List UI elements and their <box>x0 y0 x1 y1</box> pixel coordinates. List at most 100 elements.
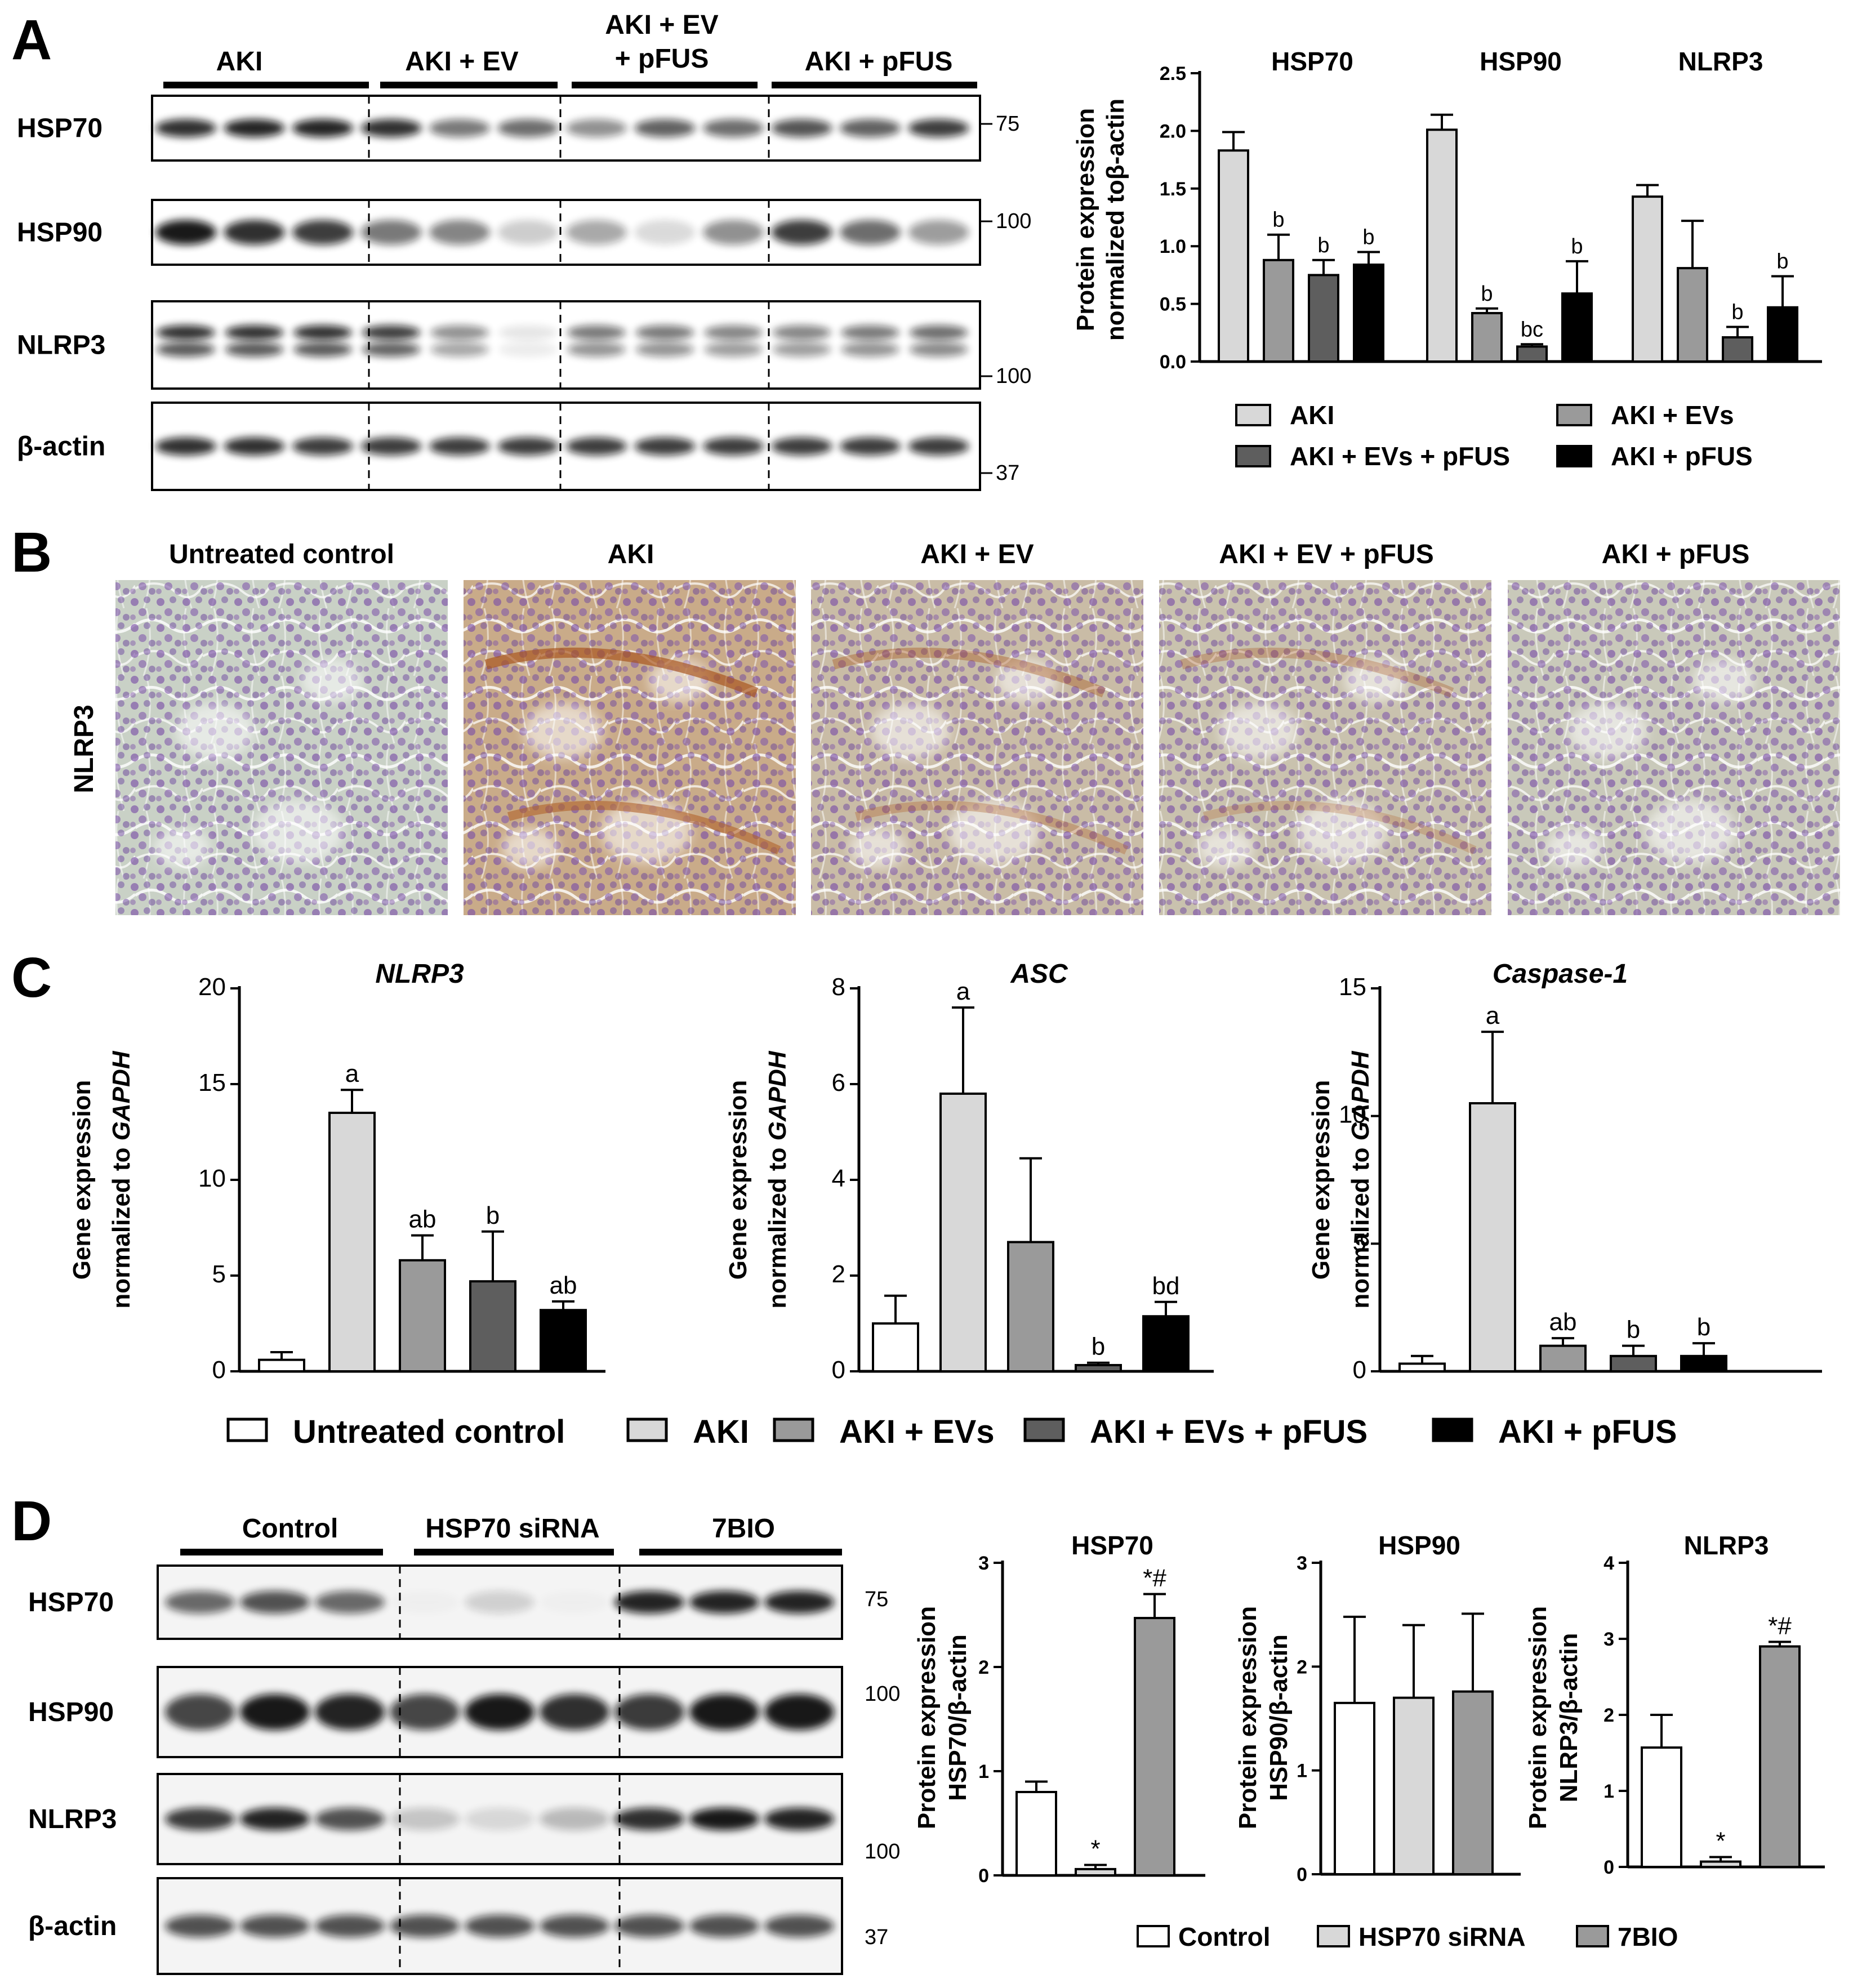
chart-c-caspase-1: 0 5 10 15 a ab b b Caspase-1 Gene expression norma… <box>1307 959 1822 1384</box>
blot-a-group-label: AKI <box>216 47 263 77</box>
blot-a-band <box>704 325 763 340</box>
chart-c-bar-aki-evs <box>1007 1241 1054 1372</box>
blot-d-row-label: NLRP3 <box>28 1804 117 1834</box>
chart-d-bar-7bio <box>1134 1617 1175 1877</box>
histology-nuclei <box>811 580 1143 915</box>
histology-lumen <box>502 828 558 868</box>
chart-c-bar-aki-pfus <box>1680 1354 1727 1373</box>
chart-a-bar-aki-nlrp3 <box>1632 195 1663 363</box>
blot-a-band <box>224 220 285 245</box>
legend-c-label: AKI + EVs <box>839 1414 995 1450</box>
chart-d-bar-control <box>1015 1791 1057 1876</box>
panel-d-legend: Control HSP70 siRNA 7BIO <box>1137 1922 1678 1951</box>
blot-d-group-bar <box>639 1549 842 1555</box>
blot-d-band <box>240 1694 310 1730</box>
blot-a-band <box>634 437 696 456</box>
chart-d-ylabel-line1: Protein expression <box>1234 1606 1262 1829</box>
blot-a-band <box>430 342 489 357</box>
blot-a-band <box>292 119 353 137</box>
blot-a-band <box>634 220 696 245</box>
chart-c-bar-aki-evs <box>399 1259 446 1373</box>
chart-c-tick-label: 0 <box>212 1356 226 1384</box>
legend-c-label: AKI + EVs + pFUS <box>1090 1414 1368 1450</box>
chart-c-tick-label: 15 <box>198 1069 226 1096</box>
histology-column-title: AKI + EV <box>920 540 1034 569</box>
histology-stained-tubule <box>832 647 1106 698</box>
blot-a-band <box>703 437 764 456</box>
blot-a-band <box>360 437 422 456</box>
histology-lumen <box>1297 800 1387 863</box>
chart-c-tick-label: 10 <box>1339 1101 1366 1129</box>
blot-a-group-label: + pFUS <box>615 44 709 74</box>
histology-lumen <box>154 828 210 868</box>
panel-c-letter: C <box>11 946 52 1009</box>
histology-lumen <box>871 703 950 759</box>
blot-d-band <box>764 1694 834 1730</box>
chart-c-tick-label: 0 <box>832 1356 845 1384</box>
blot-d-band <box>614 1694 684 1730</box>
histology-stained-tubule <box>854 801 1129 855</box>
chart-c-significance-label: a <box>345 1060 359 1087</box>
blot-a-mw-label: 100 <box>996 364 1031 388</box>
blot-d-band <box>315 1915 385 1937</box>
legend-d-label: HSP70 siRNA <box>1358 1922 1526 1951</box>
chart-a-legend-label: AKI + pFUS <box>1611 442 1753 471</box>
blot-d-band <box>465 1591 534 1613</box>
chart-a-legend-label: AKI + EVs + pFUS <box>1290 442 1510 471</box>
chart-d-significance-label: *# <box>1143 1564 1166 1592</box>
blot-a-band <box>360 119 422 137</box>
legend-c-swatch <box>1023 1418 1065 1442</box>
histology-lumen <box>300 659 363 702</box>
chart-c-ylabel-prefix: normalized to <box>108 1140 135 1308</box>
chart-c-bar-untreated-control <box>1398 1362 1446 1372</box>
blot-a-band <box>155 119 216 137</box>
blot-a-band <box>224 437 285 456</box>
chart-a-bar-aki-evs-pfus-hsp70 <box>1308 274 1339 363</box>
legend-c-swatch <box>626 1418 668 1442</box>
chart-d-bar-hsp70-sirna <box>1393 1696 1435 1875</box>
histology-nuclei <box>464 580 796 915</box>
chart-c-significance-label: b <box>486 1202 500 1229</box>
chart-d-tick-label: 1 <box>978 1761 989 1782</box>
chart-c-bar-aki-evs-pfus <box>1610 1354 1657 1373</box>
blot-a-row-label: NLRP3 <box>17 331 105 360</box>
blot-a-band <box>362 342 421 357</box>
panel-a-letter: A <box>11 8 52 72</box>
blot-d-mw-label: 37 <box>865 1925 888 1949</box>
chart-c-tick-label: 6 <box>832 1069 845 1096</box>
blot-a-band <box>634 119 696 137</box>
blot-d-band <box>540 1915 609 1937</box>
western-blot-d: Control HSP70 siRNA 7BIO HSP70 HSP90 NLRP3 β-a… <box>28 1514 900 1975</box>
chart-c-significance-label: ab <box>409 1206 436 1233</box>
chart-d-nlrp3: 0 1 2 3 4 * *# NLRP3 Protein expression NLRP3/β-a… <box>1524 1531 1825 1878</box>
blot-a-band <box>292 437 353 456</box>
chart-a-tick-label: 2.5 <box>1160 63 1186 84</box>
chart-a-bar-aki-pfus-nlrp3 <box>1767 306 1798 363</box>
blot-a-band <box>908 119 969 137</box>
chart-a-tick-label: 0.5 <box>1160 294 1186 315</box>
chart-c-significance-label: ab <box>550 1272 577 1299</box>
histology-stained-tubule <box>484 647 759 698</box>
blot-d-group-bar <box>414 1549 614 1555</box>
histology-lumen <box>1645 800 1736 863</box>
blot-a-band <box>498 325 558 340</box>
histology-lumen <box>1546 828 1602 868</box>
blot-a-band <box>498 342 558 357</box>
blot-a-band <box>566 119 627 137</box>
histology-lumen <box>176 703 255 759</box>
blot-a-band <box>225 342 284 357</box>
chart-c-tick-label: 4 <box>832 1165 845 1192</box>
blot-d-band <box>240 1591 310 1613</box>
blot-a-band <box>908 437 969 456</box>
blot-d-band <box>689 1915 759 1937</box>
blot-a-band <box>497 119 559 137</box>
blot-d-group-label: 7BIO <box>712 1514 775 1544</box>
histology-image-untreated-control <box>115 580 448 915</box>
chart-a-ylabel-line1: Protein expression <box>1072 108 1099 331</box>
blot-a-strip-nlrp3 <box>151 300 981 390</box>
chart-c-ylabel-line1: Gene expression <box>1307 1080 1335 1280</box>
chart-d-hsp90: 0 1 2 3 HSP90 Protein expression HSP90/β-actin <box>1234 1531 1521 1886</box>
blot-a-band <box>840 119 901 137</box>
chart-d-ylabel-line2: HSP90/β-actin <box>1265 1634 1293 1801</box>
legend-d-swatch <box>1576 1925 1609 1947</box>
